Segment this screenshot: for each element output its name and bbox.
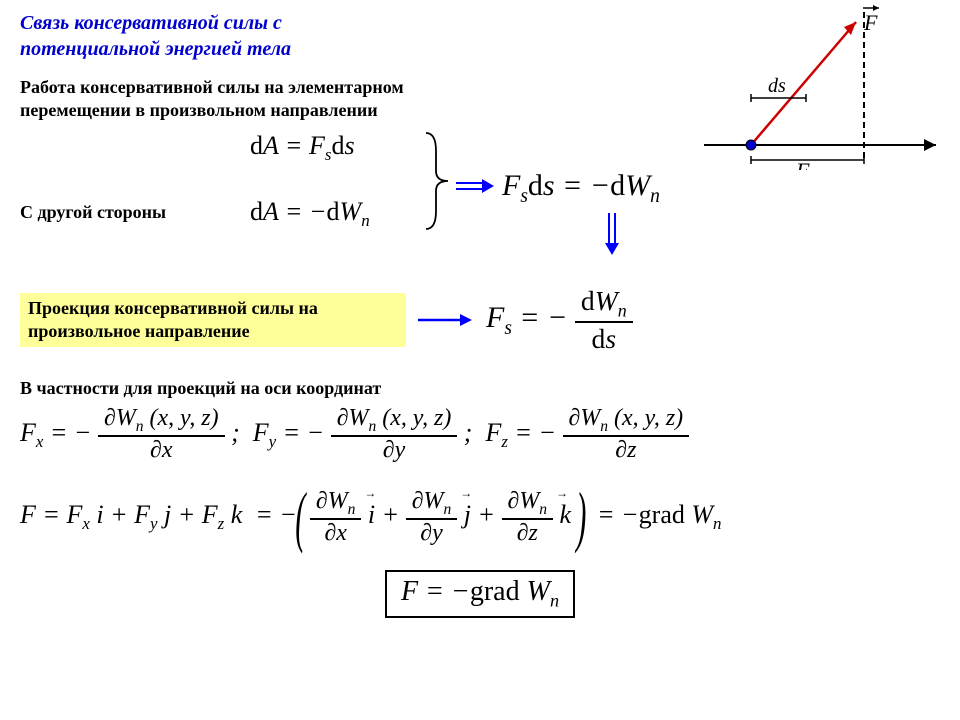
equation-Fs-dWnds: Fs = − dWnds <box>486 285 633 356</box>
equation-F-grad-boxed: F = −grad Wn <box>385 570 575 618</box>
equation-F-vector: F = Fx i + Fy j + Fz k = −( ∂Wn∂x i → + … <box>20 478 940 556</box>
svg-text:ds: ds <box>768 75 786 97</box>
equation-Fsds-dWn: Fsds = −dWn <box>502 169 660 208</box>
page-title: Связь консервативной силы с потенциально… <box>20 10 420 62</box>
equation-dA-dWn: dA = −dWn <box>250 197 370 231</box>
curly-brace-icon <box>420 127 458 237</box>
arrow-right-icon <box>418 311 474 329</box>
svg-text:F: F <box>863 10 878 35</box>
arrow-right-icon <box>456 177 496 195</box>
projections-text: В частности для проекций на оси координа… <box>20 377 940 400</box>
work-description-text: Работа консервативной силы на элементарн… <box>20 76 480 123</box>
equation-fx-fy-fz: Fx = − ∂Wn (x, y, z)∂x ; Fy = − ∂Wn (x, … <box>20 405 940 465</box>
other-side-text: С другой стороны <box>20 201 166 224</box>
arrow-down-icon <box>602 213 622 257</box>
projection-highlight-text: Проекция консервативной силы на произвол… <box>20 293 406 348</box>
equation-dA-Fsds: dA = Fsds <box>250 131 355 165</box>
